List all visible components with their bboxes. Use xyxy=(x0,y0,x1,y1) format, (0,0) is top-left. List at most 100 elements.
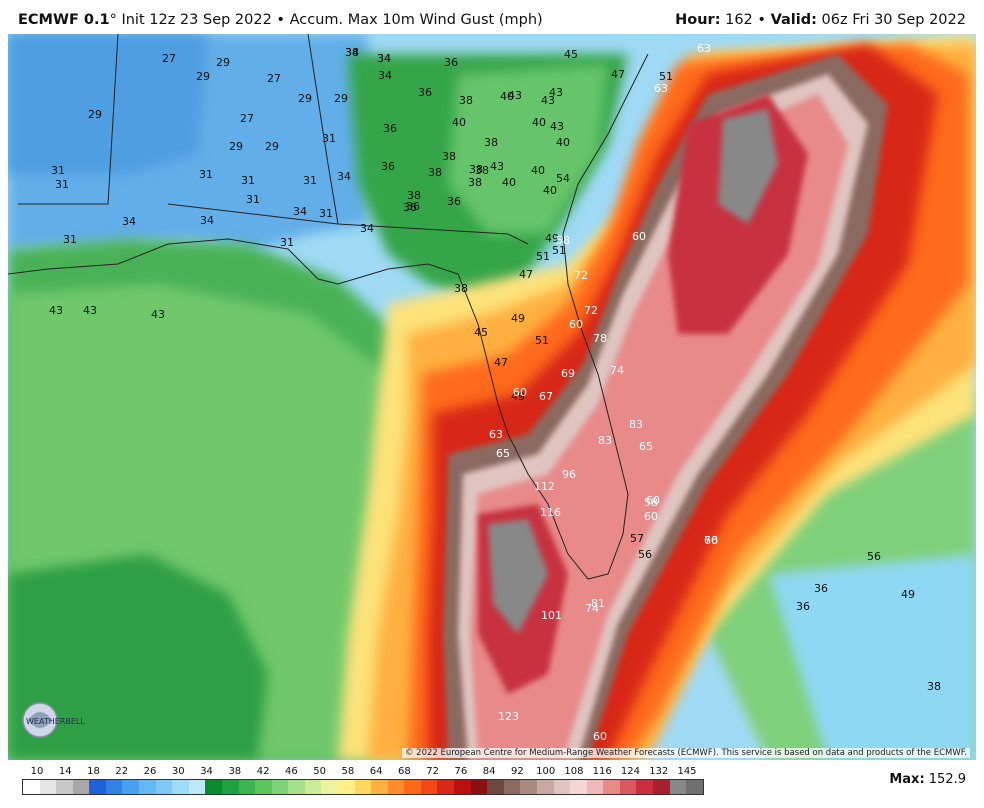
value-label: 65 xyxy=(639,440,653,453)
value-label: 123 xyxy=(498,710,519,723)
legend-swatch xyxy=(520,780,537,794)
value-label: 34 xyxy=(378,69,392,82)
legend-tick: 50 xyxy=(313,766,326,777)
value-label: 60 xyxy=(644,510,658,523)
value-label: 36 xyxy=(383,122,397,135)
value-label: 38 xyxy=(345,46,359,59)
map[interactable]: 34 34 27 29 27 29 34 29 29 27 29 29 29 31 31 31 31 31 31 34… xyxy=(8,34,976,760)
value-label: 31 xyxy=(241,174,255,187)
legend-tick: 72 xyxy=(426,766,440,777)
value-label: 60 xyxy=(704,534,718,547)
value-label: 36 xyxy=(403,201,417,214)
value-label: 65 xyxy=(496,447,510,460)
legend-swatch xyxy=(321,780,338,794)
value-label: 60 xyxy=(569,318,583,331)
coastline xyxy=(8,53,649,580)
value-label: 40 xyxy=(502,176,516,189)
legend-swatch xyxy=(255,780,272,794)
legend-swatch xyxy=(652,780,670,794)
value-label: 43 xyxy=(541,94,555,107)
legend-tick: 30 xyxy=(171,766,185,777)
max-value-box: Max: 152.9 xyxy=(889,772,966,787)
legend-swatch xyxy=(188,780,206,794)
value-label: 45 xyxy=(474,326,488,339)
atlantic-blue xyxy=(768,554,976,760)
value-label: 58 xyxy=(556,234,570,247)
value-label: 43 xyxy=(49,304,63,317)
legend-swatch xyxy=(354,780,372,794)
model-name: ECMWF 0.1 xyxy=(18,12,110,28)
legend-swatch xyxy=(56,780,73,794)
value-label: 36 xyxy=(418,86,432,99)
value-label: 38 xyxy=(454,282,468,295)
value-label: 58 xyxy=(644,496,658,509)
value-label: 31 xyxy=(55,178,69,191)
legend-swatch xyxy=(454,780,471,794)
value-label: 38 xyxy=(469,163,483,176)
value-label: 54 xyxy=(556,172,570,185)
legend-tick: 76 xyxy=(454,766,468,777)
legend-swatch xyxy=(636,780,653,794)
value-label: 38 xyxy=(927,680,941,693)
value-label: 29 xyxy=(334,92,348,105)
legend-swatch xyxy=(470,780,488,794)
value-label: 38 xyxy=(475,164,489,177)
legend-swatch xyxy=(619,780,637,794)
legend-swatch xyxy=(221,780,239,794)
legend-swatch xyxy=(503,780,521,794)
legend-tick: 10 xyxy=(30,766,44,777)
value-label: 31 xyxy=(322,132,336,145)
value-label: 81 xyxy=(591,597,605,610)
value-label: 27 xyxy=(240,112,254,125)
gulf-darkgreen xyxy=(8,554,268,760)
value-label: 31 xyxy=(199,168,213,181)
legend-tick: 58 xyxy=(341,766,355,777)
legend-tick: 108 xyxy=(564,766,584,777)
value-label: 49 xyxy=(511,312,525,325)
value-label: 40 xyxy=(532,116,546,129)
value-label: 49 xyxy=(511,390,525,403)
value-label: 38 xyxy=(459,94,473,107)
value-label: 101 xyxy=(541,609,562,622)
value-label: 43 xyxy=(490,160,504,173)
value-label: 40 xyxy=(556,136,570,149)
value-label: 43 xyxy=(508,89,522,102)
legend-tick: 145 xyxy=(677,766,697,777)
value-label: 60 xyxy=(513,386,527,399)
value-label: 74 xyxy=(585,602,599,615)
value-label: 47 xyxy=(611,68,625,81)
value-label: 72 xyxy=(574,269,588,282)
legend-tick: 26 xyxy=(143,766,157,777)
value-label: 38 xyxy=(484,136,498,149)
legend-swatch xyxy=(271,780,289,794)
value-label: 83 xyxy=(598,434,612,447)
legend-swatch xyxy=(337,780,355,794)
value-label: 34 xyxy=(345,46,359,59)
legend-tick: 46 xyxy=(284,766,298,777)
legend-tick: 18 xyxy=(87,766,100,777)
value-label: 36 xyxy=(447,195,461,208)
legend-tick: 84 xyxy=(482,766,496,777)
north-land-darkblue xyxy=(8,34,208,174)
state-border-ms xyxy=(18,34,119,205)
value-label: 47 xyxy=(494,356,508,369)
value-label: 51 xyxy=(536,250,550,263)
state-border-al-ga xyxy=(307,34,339,225)
value-label: 49 xyxy=(901,588,915,601)
value-label: 69 xyxy=(561,367,575,380)
value-label: 40 xyxy=(500,90,514,103)
value-label: 29 xyxy=(216,56,230,69)
legend-tick: 116 xyxy=(592,766,612,777)
legend-tick: 92 xyxy=(511,766,524,777)
valid-time: Hour: 162 • Valid: 06z Fri 30 Sep 2022 xyxy=(675,12,966,28)
value-label: 43 xyxy=(549,86,563,99)
value-label: 60 xyxy=(646,494,660,507)
legend-swatch xyxy=(205,780,222,794)
legend: 10 14 18 22 26 30 34 38 42 46 50 58 64 68 72 76 84 92 100 1… xyxy=(22,762,712,802)
model-title: ECMWF 0.1° Init 12z 23 Sep 2022 • Accum.… xyxy=(18,12,543,28)
value-label: 63 xyxy=(489,428,503,441)
legend-swatch xyxy=(122,780,140,794)
value-label: 40 xyxy=(531,164,545,177)
value-label: 29 xyxy=(229,140,243,153)
